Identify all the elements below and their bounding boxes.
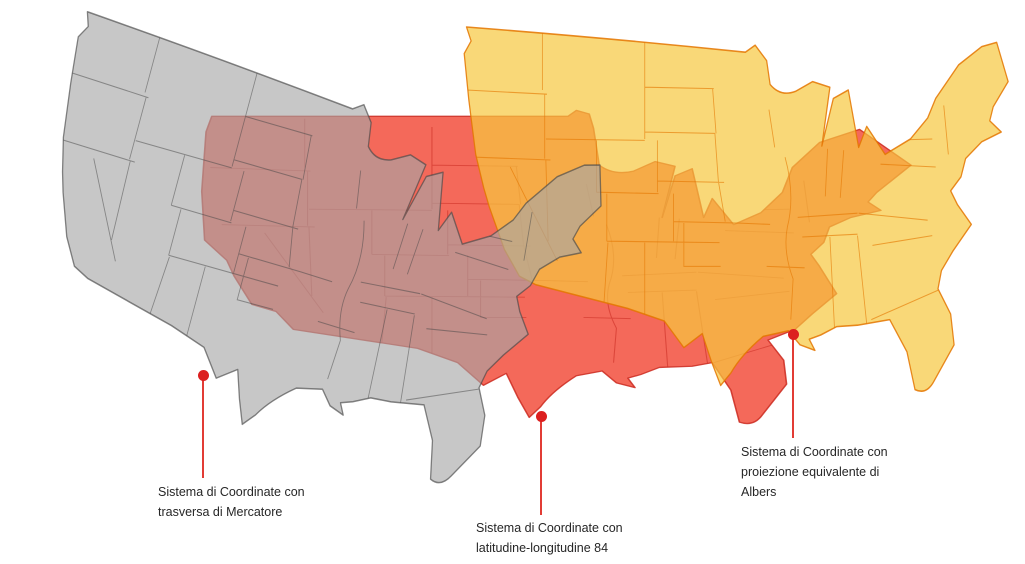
callout-label: Sistema di Coordinate con proiezione equ…	[741, 445, 888, 499]
callout-leader-line	[791, 334, 795, 438]
callout-anchor-dot	[197, 369, 209, 381]
callout-label: Sistema di Coordinate con trasversa di M…	[158, 485, 305, 519]
callout-leader-line	[539, 416, 543, 515]
callout-leader-line	[201, 375, 205, 478]
callout-label: Sistema di Coordinate con latitudine-lon…	[476, 521, 623, 555]
callout-anchor-dot	[535, 410, 547, 422]
callout-anchor-dot	[787, 328, 799, 340]
